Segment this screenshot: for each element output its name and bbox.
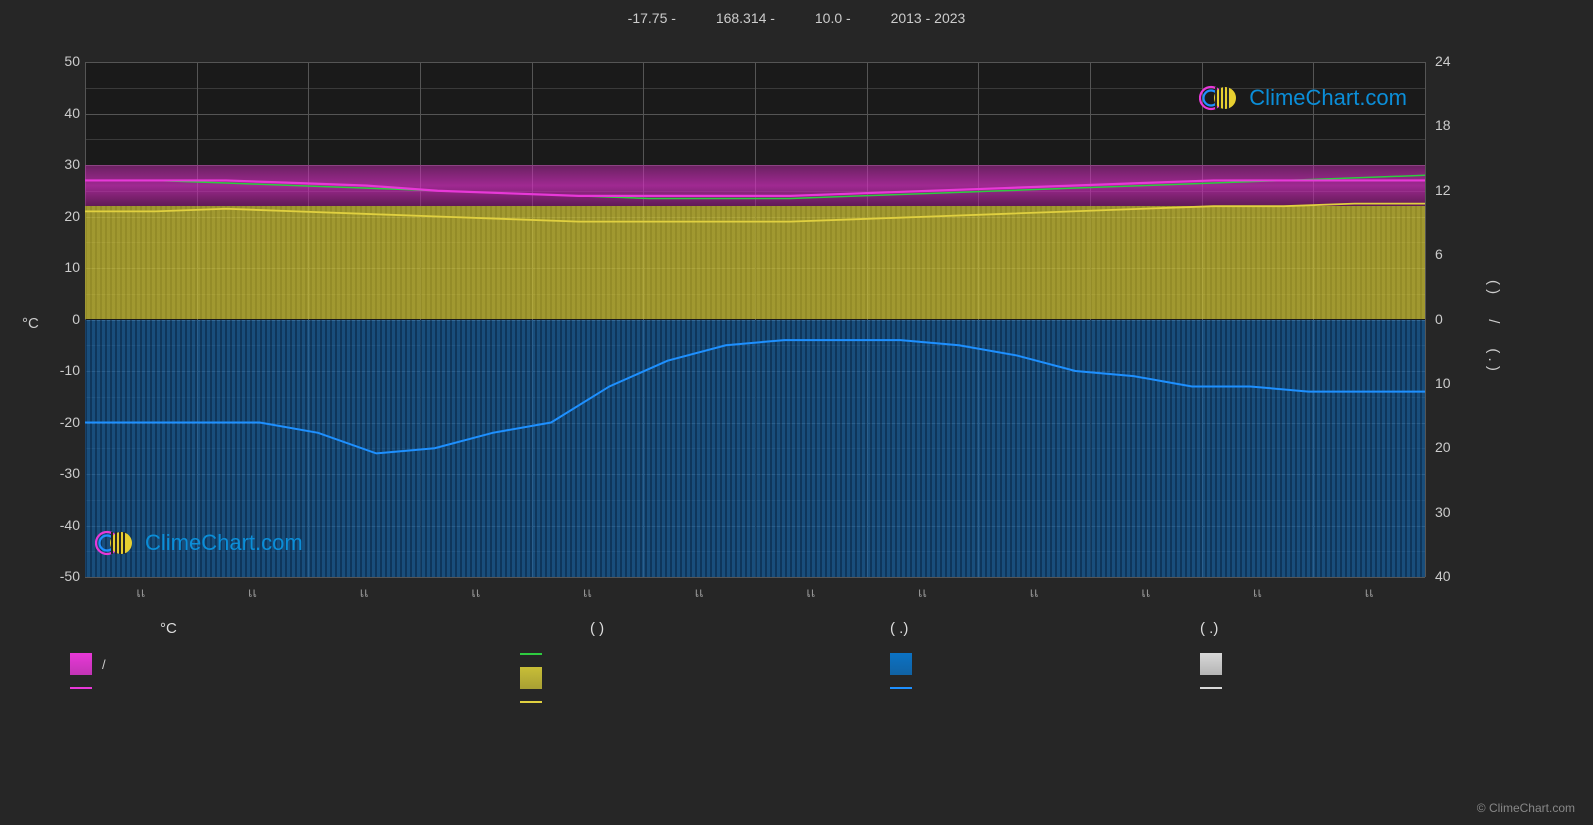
legend-row: /: [70, 653, 1490, 703]
legend: °C ( ) ( .) ( .) /: [70, 620, 1490, 703]
legend-item: [890, 653, 1200, 675]
y-left-tick: 50: [50, 53, 80, 69]
legend-swatch: [520, 667, 542, 689]
x-tick: เเ: [360, 582, 369, 603]
legend-item: [70, 687, 520, 689]
legend-item: [1200, 687, 1450, 689]
y-right-tick: 30: [1435, 504, 1465, 520]
y-right-tick: 20: [1435, 439, 1465, 455]
y-left-tick: -20: [50, 414, 80, 430]
y-left-tick: 30: [50, 156, 80, 172]
legend-swatch: [890, 653, 912, 675]
y-left-tick: -50: [50, 568, 80, 584]
y-right-tick: 24: [1435, 53, 1465, 69]
logo-icon: [1199, 82, 1241, 114]
y-axis-right-label: ( ) / ( . ): [1485, 280, 1502, 371]
x-tick: เเ: [918, 582, 927, 603]
legend-header-temp: °C: [160, 620, 590, 637]
legend-swatch: [890, 687, 912, 689]
x-tick: เเ: [806, 582, 815, 603]
y-left-tick: 10: [50, 259, 80, 275]
legend-item: /: [70, 653, 520, 675]
watermark-top: ClimeChart.com: [1199, 82, 1407, 114]
legend-item: [1200, 653, 1450, 675]
header-years: 2013 - 2023: [891, 10, 966, 26]
legend-item: [520, 701, 890, 703]
x-tick: เเ: [1253, 582, 1262, 603]
legend-swatch: [520, 653, 542, 655]
y-left-tick: -30: [50, 465, 80, 481]
legend-header-4: ( .): [1200, 620, 1450, 637]
x-tick: เเ: [1141, 582, 1150, 603]
legend-item: [520, 667, 890, 689]
legend-item: [890, 687, 1200, 689]
y-right-tick: 10: [1435, 375, 1465, 391]
legend-item: [520, 653, 890, 655]
y-left-tick: -10: [50, 362, 80, 378]
y-axis-left-label: °C: [22, 315, 39, 332]
header-lat: -17.75 -: [628, 10, 676, 26]
y-left-tick: 40: [50, 105, 80, 121]
legend-swatch: [70, 687, 92, 689]
x-tick: เเ: [1030, 582, 1039, 603]
legend-swatch: [1200, 687, 1222, 689]
watermark-bottom: ClimeChart.com: [95, 527, 303, 559]
y-right-tick: 6: [1435, 246, 1465, 262]
header-lon: 168.314 -: [716, 10, 775, 26]
y-right-tick: 40: [1435, 568, 1465, 584]
x-tick: เเ: [136, 582, 145, 603]
watermark-text: ClimeChart.com: [1249, 85, 1407, 111]
y-left-tick: -40: [50, 517, 80, 533]
y-right-tick: 18: [1435, 117, 1465, 133]
y-left-tick: 0: [50, 311, 80, 327]
x-tick: เเ: [583, 582, 592, 603]
legend-swatch: [70, 653, 92, 675]
y-right-tick: 0: [1435, 311, 1465, 327]
x-tick: เเ: [248, 582, 257, 603]
chart-header: -17.75 - 168.314 - 10.0 - 2013 - 2023: [0, 0, 1593, 30]
climate-chart: ClimeChart.com ClimeChart.com: [85, 62, 1425, 577]
watermark-text: ClimeChart.com: [145, 530, 303, 556]
legend-label: /: [102, 657, 106, 672]
legend-header-3: ( .): [890, 620, 1200, 637]
x-tick: เเ: [695, 582, 704, 603]
header-elev: 10.0 -: [815, 10, 851, 26]
y-left-tick: 20: [50, 208, 80, 224]
legend-swatch: [520, 701, 542, 703]
legend-swatch: [1200, 653, 1222, 675]
legend-header-2: ( ): [590, 620, 890, 637]
series-line: [85, 204, 1425, 222]
x-tick: เเ: [471, 582, 480, 603]
logo-icon: [95, 527, 137, 559]
series-line: [85, 340, 1425, 453]
copyright-text: © ClimeChart.com: [1477, 801, 1575, 815]
y-right-tick: 12: [1435, 182, 1465, 198]
chart-svg: [85, 62, 1425, 577]
x-tick: เเ: [1365, 582, 1374, 603]
